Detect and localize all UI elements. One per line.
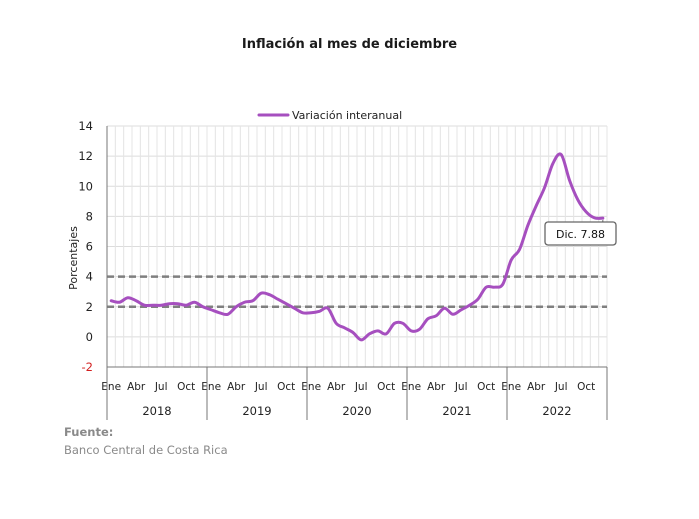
year-label: 2019 <box>242 404 271 418</box>
month-label: Abr <box>127 381 146 393</box>
year-label: 2020 <box>342 404 371 418</box>
month-label: Abr <box>227 381 246 393</box>
y-tick-label: 12 <box>78 149 93 163</box>
month-label: Jul <box>354 381 368 393</box>
y-tick-label: 14 <box>78 119 93 133</box>
year-label: 2022 <box>542 404 571 418</box>
y-axis-label: Porcentajes <box>67 226 80 290</box>
chart-title: Inflación al mes de diciembre <box>241 37 458 52</box>
y-tick-label: 8 <box>86 209 93 223</box>
month-label: Ene <box>101 381 121 393</box>
month-label: Ene <box>501 381 521 393</box>
month-label: Oct <box>577 381 595 393</box>
month-label: Abr <box>527 381 546 393</box>
month-label: Jul <box>554 381 568 393</box>
source-text: Banco Central de Costa Rica <box>64 443 228 457</box>
month-label: Abr <box>427 381 446 393</box>
source-label: Fuente: <box>64 425 114 439</box>
month-label: Ene <box>401 381 421 393</box>
month-label: Oct <box>177 381 195 393</box>
y-tick-label: -2 <box>82 360 93 374</box>
legend: Variación interanual <box>257 109 402 122</box>
axes <box>106 126 607 368</box>
month-label: Oct <box>477 381 495 393</box>
month-label: Abr <box>327 381 346 393</box>
callout-box <box>544 221 617 246</box>
legend-label: Variación interanual <box>292 109 402 122</box>
reference-lines <box>107 275 607 308</box>
callout-text: Dic. 7.88 <box>556 228 605 241</box>
month-label: Jul <box>154 381 168 393</box>
x-tick-labels: Ene Abr Jul Oct 2018 Ene Abr Jul Oct 2019 Ene Abr Ju… <box>101 367 608 420</box>
year-label: 2018 <box>142 404 171 418</box>
y-tick-label: 4 <box>86 270 93 284</box>
y-tick-labels: 14 12 10 8 6 4 2 0 -2 <box>78 119 93 374</box>
y-tick-label: 10 <box>78 179 93 193</box>
series-group <box>109 152 605 342</box>
series-line-variacion-interanual <box>109 152 605 342</box>
month-label: Jul <box>454 381 468 393</box>
grid-lines <box>106 125 608 368</box>
month-label: Ene <box>201 381 221 393</box>
month-label: Oct <box>277 381 295 393</box>
month-label: Ene <box>301 381 321 393</box>
y-tick-label: 0 <box>86 330 93 344</box>
year-label: 2021 <box>442 404 471 418</box>
month-label: Oct <box>377 381 395 393</box>
y-tick-label: 6 <box>86 240 93 254</box>
y-tick-label: 2 <box>86 300 93 314</box>
data-callout: Dic. 7.88 <box>544 220 617 246</box>
month-label: Jul <box>254 381 268 393</box>
